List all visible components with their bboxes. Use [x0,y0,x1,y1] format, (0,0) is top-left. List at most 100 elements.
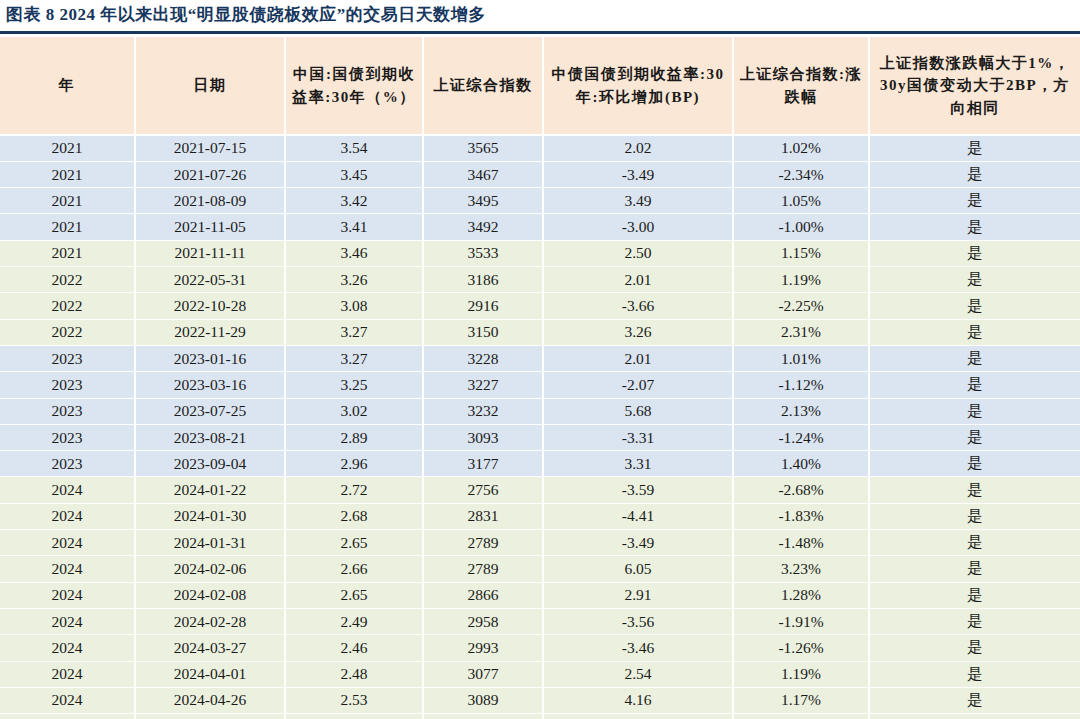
cn-30y-yield-cell: 3.25 [285,372,423,398]
yield-mom-change-bp-cell: 2.54 [543,661,733,687]
yield-mom-change-bp-cell: 2.50 [543,240,733,266]
table-row: 20242024-03-272.462993-3.46-1.26%是 [0,635,1080,661]
yield-mom-change-bp-cell: 2.01 [543,267,733,293]
year-cell: 2022 [0,267,135,293]
year-cell: 2021 [0,161,135,187]
table-row: 20222022-10-283.082916-3.66-2.25%是 [0,293,1080,319]
column-header-cn-30y-yield: 中国:国债到期收益率:30年（%） [285,37,423,135]
year-cell: 2021 [0,135,135,161]
table-row: 20242024-04-012.4830772.541.19%是 [0,661,1080,687]
cn-30y-yield-cell: 3.42 [285,188,423,214]
year-cell: 2024 [0,687,135,713]
partial-cell [733,714,869,719]
sse-index-cell: 3089 [423,687,543,713]
yield-mom-change-bp-cell: 2.01 [543,345,733,371]
sse-index-cell: 3565 [423,135,543,161]
date-cell: 2024-04-26 [135,687,285,713]
same-direction-flag-cell: 是 [869,240,1080,266]
table-row: 20232023-01-163.2732282.011.01%是 [0,345,1080,371]
table-row: 20222022-05-313.2631862.011.19%是 [0,267,1080,293]
cn-30y-yield-cell: 2.96 [285,451,423,477]
date-cell: 2023-08-21 [135,424,285,450]
yield-mom-change-bp-cell: -4.41 [543,503,733,529]
cn-30y-yield-cell: 2.89 [285,424,423,450]
cn-30y-yield-cell: 3.46 [285,240,423,266]
yield-mom-change-bp-cell: -2.07 [543,372,733,398]
table-header: 年日期中国:国债到期收益率:30年（%）上证综合指数中债国债到期收益率:30年:… [0,37,1080,135]
table-row: 20242024-02-062.6627896.053.23%是 [0,556,1080,582]
partial-cell [135,714,285,719]
same-direction-flag-cell: 是 [869,424,1080,450]
same-direction-flag-cell: 是 [869,451,1080,477]
sse-index-cell: 2958 [423,608,543,634]
cn-30y-yield-cell: 2.72 [285,477,423,503]
date-cell: 2024-03-27 [135,635,285,661]
yield-mom-change-bp-cell: 3.31 [543,451,733,477]
yield-mom-change-bp-cell: -3.31 [543,424,733,450]
table-header-row: 年日期中国:国债到期收益率:30年（%）上证综合指数中债国债到期收益率:30年:… [0,37,1080,135]
year-cell: 2024 [0,635,135,661]
sse-change-pct-cell: -1.91% [733,608,869,634]
date-cell: 2022-11-29 [135,319,285,345]
sse-change-pct-cell: -2.68% [733,477,869,503]
yield-mom-change-bp-cell: -3.56 [543,608,733,634]
date-cell: 2022-10-28 [135,293,285,319]
same-direction-flag-cell: 是 [869,214,1080,240]
sse-index-cell: 3186 [423,267,543,293]
date-cell: 2021-11-05 [135,214,285,240]
column-header-sse-change-pct: 上证综合指数:涨跌幅 [733,37,869,135]
yield-mom-change-bp-cell: 2.02 [543,135,733,161]
partial-cell [423,714,543,719]
year-cell: 2024 [0,503,135,529]
date-cell: 2023-03-16 [135,372,285,398]
yield-mom-change-bp-cell: 3.49 [543,188,733,214]
cn-30y-yield-cell: 2.68 [285,503,423,529]
year-cell: 2024 [0,530,135,556]
partial-cell [0,714,135,719]
yield-mom-change-bp-cell: -3.59 [543,477,733,503]
sse-change-pct-cell: 2.13% [733,398,869,424]
yield-mom-change-bp-cell: 6.05 [543,556,733,582]
yield-mom-change-bp-cell: 3.26 [543,319,733,345]
year-cell: 2022 [0,319,135,345]
sse-index-cell: 2789 [423,530,543,556]
sse-index-cell: 2916 [423,293,543,319]
figure-title: 图表 8 2024 年以来出现“明显股债跷板效应”的交易日天数增多 [6,5,486,24]
cn-30y-yield-cell: 3.27 [285,345,423,371]
table-row: 20232023-07-253.0232325.682.13%是 [0,398,1080,424]
sse-index-cell: 2866 [423,582,543,608]
date-cell: 2024-02-08 [135,582,285,608]
year-cell: 2023 [0,372,135,398]
date-cell: 2024-01-31 [135,530,285,556]
sse-index-cell: 2756 [423,477,543,503]
partial-cell [543,714,733,719]
yield-mom-change-bp-cell: 5.68 [543,398,733,424]
year-cell: 2023 [0,451,135,477]
table-row: 20242024-04-262.5330894.161.17%是 [0,687,1080,713]
sse-change-pct-cell: -1.48% [733,530,869,556]
table-row: 20242024-02-082.6528662.911.28%是 [0,582,1080,608]
sse-index-cell: 3077 [423,661,543,687]
column-header-year: 年 [0,37,135,135]
same-direction-flag-cell: 是 [869,582,1080,608]
same-direction-flag-cell: 是 [869,267,1080,293]
sse-change-pct-cell: -1.24% [733,424,869,450]
cn-30y-yield-cell: 2.65 [285,582,423,608]
date-cell: 2024-04-01 [135,661,285,687]
same-direction-flag-cell: 是 [869,135,1080,161]
date-cell: 2021-08-09 [135,188,285,214]
year-cell: 2023 [0,424,135,450]
yield-mom-change-bp-cell: -3.49 [543,161,733,187]
year-cell: 2022 [0,293,135,319]
yield-mom-change-bp-cell: -3.00 [543,214,733,240]
sse-index-cell: 3533 [423,240,543,266]
date-cell: 2023-01-16 [135,345,285,371]
table-row: 20242024-01-312.652789-3.49-1.48%是 [0,530,1080,556]
same-direction-flag-cell: 是 [869,398,1080,424]
date-cell: 2024-02-28 [135,608,285,634]
date-cell: 2023-07-25 [135,398,285,424]
date-cell: 2021-07-15 [135,135,285,161]
sse-index-cell: 2831 [423,503,543,529]
sse-change-pct-cell: 2.31% [733,319,869,345]
date-cell: 2024-01-30 [135,503,285,529]
